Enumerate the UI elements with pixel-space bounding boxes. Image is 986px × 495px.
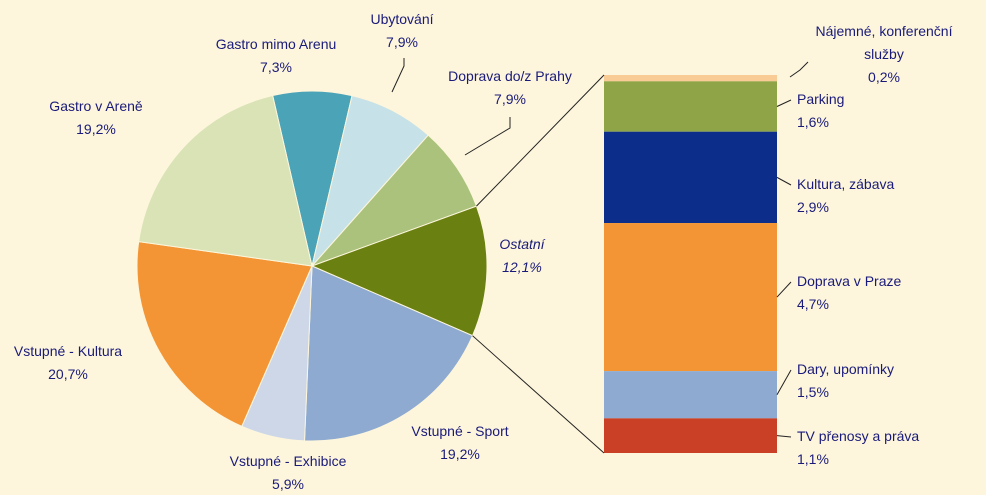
label-text: Vstupné - Kultura [13,343,123,359]
data-label: Parking 1,6% [797,88,844,134]
pie-slice [310,205,488,337]
label-text: 7,3% [260,59,292,75]
leader-line [789,61,809,78]
leader-line [776,435,792,438]
label-text: Gastro v Areně [49,98,143,114]
label-text: TV přenosy a práva [797,428,920,444]
label-text: Parking [797,91,845,107]
leader-line [776,99,792,107]
pie-slice [136,241,313,427]
label-text: 1,6% [797,114,829,130]
pie-slice [138,94,313,267]
data-label: Vstupné - Sport 19,2% [411,420,508,466]
data-label: Dary, upomínky 1,5% [797,358,894,404]
leader-line [476,74,605,207]
label-text: 5,9% [272,476,304,492]
label-text: Vstupné - Exhibice [229,453,347,469]
bar-segment [604,223,777,372]
data-label: Ostatní 12,1% [499,233,544,279]
data-label: Vstupné - Kultura 20,7% [14,340,122,386]
label-text: Doprava v Praze [797,273,902,289]
data-label: Vstupné - Exhibice 5,9% [230,450,347,495]
label-text: 7,9% [494,91,526,107]
data-label: Gastro v Areně 19,2% [49,95,142,141]
data-label: TV přenosy a práva 1,1% [797,425,919,471]
leader-line [776,176,792,186]
label-text: Doprava do/z Prahy [448,68,572,84]
label-text: 19,2% [440,446,480,462]
label-text: Vstupné - Sport [411,423,509,439]
bar-segment [604,75,777,82]
label-text: Dary, upomínky [797,361,894,377]
label-text: Kultura, zábava [797,176,895,192]
bar-segment [604,81,777,132]
leader-line [472,335,605,454]
label-text: Gastro mimo Arenu [215,36,337,52]
bar-segment [604,418,777,453]
data-label: Gastro mimo Arenu 7,3% [216,33,337,79]
label-text: 1,1% [797,451,829,467]
label-text: 7,9% [386,34,418,50]
label-text: Ubytování [370,11,434,27]
bar-segment [604,371,777,419]
data-label: Ubytování 7,9% [370,8,433,54]
leader-line [776,281,792,298]
label-text: 20,7% [48,366,88,382]
pie-slice [304,265,474,442]
label-text: 19,2% [76,121,116,137]
label-text: Ostatní [499,236,545,252]
leader-line [776,369,792,395]
label-text: 12,1% [502,259,542,275]
data-label: Doprava v Praze 4,7% [797,270,901,316]
data-label: Nájemné, konferenční služby 0,2% [804,20,964,89]
leader-line [464,117,511,156]
label-text: 1,5% [797,384,829,400]
bar-segment [604,131,777,224]
data-label: Doprava do/z Prahy 7,9% [448,65,572,111]
label-text: 4,7% [797,296,829,312]
label-text: 0,2% [868,69,900,85]
leader-line [391,58,405,93]
label-text: 2,9% [797,199,829,215]
label-text: Nájemné, konferenční služby [815,23,953,62]
data-label: Kultura, zábava 2,9% [797,173,894,219]
